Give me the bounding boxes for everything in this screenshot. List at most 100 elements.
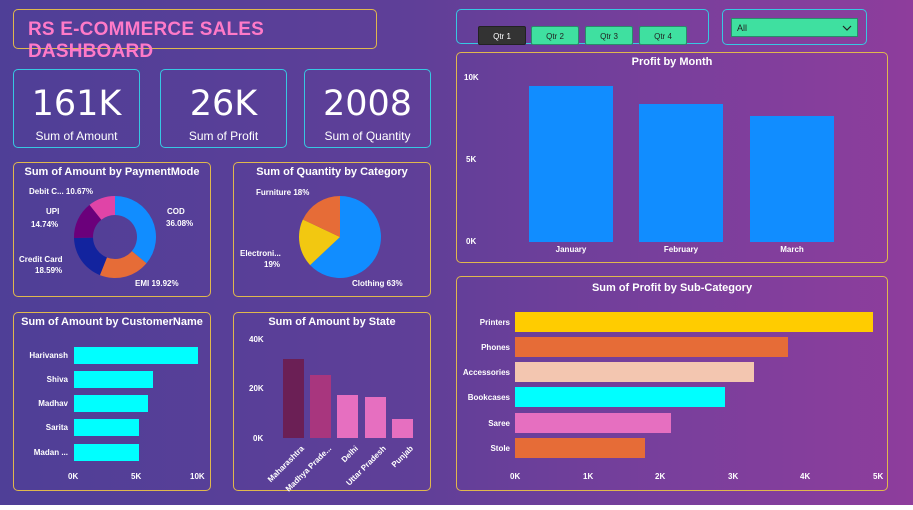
label-cod-name: COD [167,207,185,216]
profit-month-plot: January February March [457,53,889,264]
kpi-profit-value: 26K [189,84,258,124]
subcat-label-printers: Printers [479,318,510,327]
state-chart: Sum of Amount by State 40K 20K 0K Mahara… [233,312,432,493]
state-label-punjab: Punjab [389,444,415,470]
bar-saree[interactable] [515,413,671,433]
bar-harivansh[interactable] [74,347,198,364]
sub-tick-5: 5K [873,472,884,481]
cust-tick-10k: 10K [190,472,205,481]
qtr-2-button[interactable]: Qtr 2 [531,26,579,45]
bar-delhi[interactable] [337,394,358,438]
payment-donut [74,196,156,278]
bar-phones[interactable] [515,337,788,357]
bar-march[interactable] [750,115,834,242]
pm-tick-0k: 0K [466,237,477,246]
category-chart-title: Sum of Quantity by Category [256,166,408,178]
slice-clothing[interactable] [310,196,381,278]
bar-stole[interactable] [515,438,646,458]
filter-dropdown[interactable]: All [731,18,858,37]
bottom-strip [0,505,913,510]
bar-february[interactable] [639,104,723,242]
subcat-label-phones: Phones [481,343,510,352]
bar-madhya-prade[interactable] [310,374,331,438]
kpi-amount-card: 161K Sum of Amount [13,69,140,148]
slice-cod[interactable] [115,196,156,264]
slice-emi[interactable] [99,251,147,278]
month-label-february: February [663,245,699,254]
quarter-slicer: Qtr 1 Qtr 2 Qtr 3 Qtr 4 [456,9,709,45]
bar-punjab[interactable] [392,419,413,438]
kpi-profit-card: 26K Sum of Profit [160,69,287,148]
filter-slicer-panel [722,9,867,45]
month-label-march: March [780,245,804,254]
month-label-january: January [555,245,587,254]
bar-madhav[interactable] [74,395,148,412]
kpi-quantity-card: 2008 Sum of Quantity [304,69,431,148]
bar-bookcases[interactable] [515,387,725,407]
customer-label-madan: Madan ... [33,448,68,457]
label-electronics-pct: 19% [264,260,281,269]
customer-plot: Harivansh Shiva Madhav Sarita Madan ... [14,313,212,492]
bar-shiva[interactable] [74,371,153,388]
label-debit: Debit C... 10.67% [29,187,94,196]
bar-accessories[interactable] [515,362,754,382]
slice-credit-card[interactable] [74,237,107,276]
subcategory-plot: Printers Phones Accessories Bookcases Saree S… [457,277,889,492]
customer-label-sarita: Sarita [45,423,68,432]
qtr-4-button[interactable]: Qtr 4 [639,26,687,45]
pm-tick-10k: 10K [464,73,479,82]
label-clothing: Clothing 63% [352,279,403,288]
kpi-quantity-value: 2008 [322,84,413,124]
state-chart-title: Sum of Amount by State [268,316,396,328]
kpi-amount-value: 161K [31,84,122,124]
dropdown-value: All [737,23,748,33]
state-plot: Maharashtra Madhya Prade... Delhi Uttar Pra… [234,313,432,493]
sub-tick-0: 0K [510,472,521,481]
bar-madan[interactable] [74,444,139,461]
label-cc-pct: 18.59% [35,266,63,275]
pm-tick-5k: 5K [466,155,477,164]
bar-maharashtra[interactable] [283,358,304,438]
state-tick-0k: 0K [253,434,264,443]
slice-furniture[interactable] [302,196,340,237]
label-electronics-name: Electroni... [240,249,281,258]
label-emi: EMI 19.92% [135,279,179,288]
dashboard-title-box: RS E-COMMERCE SALES DASHBOARD [13,9,377,62]
state-tick-40k: 40K [249,335,264,344]
customer-label-shiva: Shiva [46,375,68,384]
payment-chart-title: Sum of Amount by PaymentMode [24,166,200,178]
sub-tick-3: 3K [728,472,739,481]
chevron-down-icon [842,25,852,31]
state-label-delhi: Delhi [339,444,360,465]
bar-printers[interactable] [515,312,874,332]
label-cod-pct: 36.08% [166,219,194,228]
slice-debit-card[interactable] [89,196,115,220]
label-cc-name: Credit Card [19,255,63,264]
customer-chart: Sum of Amount by CustomerName Harivansh S… [13,312,211,491]
profit-month-title: Profit by Month [631,56,713,68]
label-furniture: Furniture 18% [256,188,310,197]
category-pie [299,196,381,278]
state-tick-20k: 20K [249,384,264,393]
slice-upi[interactable] [74,204,102,239]
subcat-label-saree: Saree [488,419,510,428]
subcat-label-accessories: Accessories [462,368,510,377]
slice-electronics[interactable] [299,219,340,266]
bar-sarita[interactable] [74,419,139,436]
sub-tick-1: 1K [583,472,594,481]
cust-tick-5k: 5K [131,472,142,481]
customer-chart-title: Sum of Amount by CustomerName [21,316,203,328]
bar-uttar-pradesh[interactable] [365,397,386,438]
subcategory-chart-title: Sum of Profit by Sub-Category [591,282,753,294]
subcategory-chart: Sum of Profit by Sub-Category Printers Ph… [456,276,888,491]
bar-january[interactable] [529,86,613,242]
category-chart: Sum of Quantity by Category Furniture 18… [233,162,431,297]
subcat-label-bookcases: Bookcases [467,393,510,402]
qtr-1-button[interactable]: Qtr 1 [478,26,526,45]
qtr-3-button[interactable]: Qtr 3 [585,26,633,45]
label-upi-pct: 14.74% [31,220,59,229]
customer-label-harivansh: Harivansh [29,351,68,360]
label-upi-name: UPI [46,207,60,216]
profit-month-chart: Profit by Month 10K 5K 0K January Februar… [456,52,888,263]
sub-tick-2: 2K [655,472,666,481]
